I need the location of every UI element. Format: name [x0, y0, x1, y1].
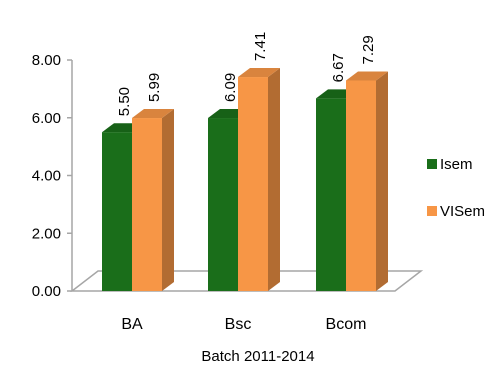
y-tick-label: 6.00 [32, 110, 61, 127]
data-labels: 5.50 5.99 6.09 7.41 6.67 7.29 [116, 32, 377, 116]
legend-label-visem: VISem [440, 203, 485, 220]
x-category-ba: BA [121, 316, 143, 333]
x-category-bsc: Bsc [225, 316, 252, 333]
y-tick-label: 4.00 [32, 168, 61, 185]
legend-swatch-isem [427, 159, 437, 169]
bar-visem-ba [132, 109, 174, 291]
chart-floor [69, 270, 424, 292]
data-label-visem-ba: 5.99 [146, 73, 163, 102]
y-tick-label: 0.00 [32, 283, 61, 300]
x-axis-categories: BA Bsc Bcom [121, 316, 366, 333]
y-tick-label: 8.00 [32, 52, 61, 69]
y-tick-label: 2.00 [32, 225, 61, 242]
bar-visem-bcom [346, 71, 388, 291]
x-category-bcom: Bcom [326, 316, 367, 333]
y-axis-ticks: 0.00 2.00 4.00 6.00 8.00 [32, 52, 72, 300]
data-label-isem-bcom: 6.67 [330, 53, 347, 82]
bars [102, 68, 388, 291]
x-axis-title: Batch 2011-2014 [201, 348, 314, 365]
legend-swatch-visem [427, 206, 437, 216]
data-label-isem-bsc: 6.09 [222, 73, 239, 102]
data-label-visem-bsc: 7.41 [252, 32, 269, 61]
data-label-isem-ba: 5.50 [116, 87, 133, 116]
data-label-visem-bcom: 7.29 [360, 35, 377, 64]
bar-visem-bsc [238, 68, 280, 291]
legend-label-isem: Isem [440, 156, 473, 173]
legend: Isem VISem [427, 156, 485, 220]
